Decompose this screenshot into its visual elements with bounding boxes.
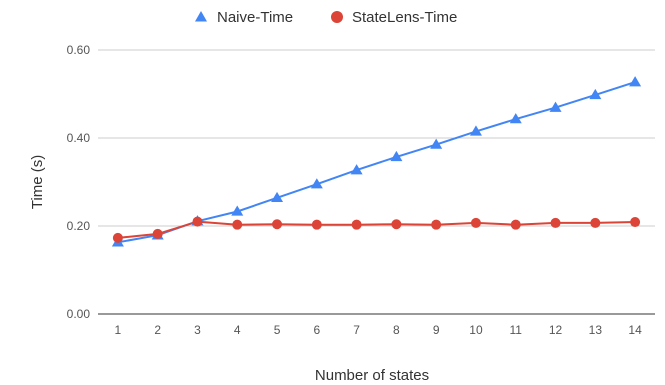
x-tick-label: 7	[353, 323, 360, 337]
series-line-statelens-time	[117, 220, 636, 239]
data-point-statelens-time	[630, 217, 641, 228]
data-point-naive-time	[271, 191, 284, 203]
x-tick-label: 3	[194, 323, 201, 337]
data-point-statelens-time	[391, 219, 402, 230]
data-point-naive-time	[549, 101, 562, 112]
data-point-statelens-time	[590, 217, 601, 228]
data-point-statelens-time	[431, 219, 442, 230]
series-lines	[117, 81, 636, 244]
y-tick-label: 0.60	[67, 43, 91, 57]
x-tick-label: 11	[510, 323, 523, 337]
data-point-statelens-time	[510, 219, 521, 230]
y-tick-label: 0.20	[67, 219, 91, 233]
data-point-statelens-time	[192, 216, 203, 227]
x-tick-labels: 1 2 3 4 5 6 7 8 9 10 11 12 13 14	[115, 323, 643, 337]
data-point-naive-time	[430, 138, 443, 149]
legend-label-naive-time: Naive-Time	[217, 9, 293, 26]
x-tick-label: 6	[313, 323, 320, 337]
x-tick-label: 8	[393, 323, 400, 337]
legend: Naive-Time StateLens-Time	[195, 9, 457, 26]
data-point-naive-time	[310, 178, 323, 189]
data-point-statelens-time	[232, 219, 243, 230]
data-point-statelens-time	[152, 228, 163, 239]
x-tick-label: 4	[234, 323, 241, 337]
data-point-statelens-time	[351, 219, 362, 230]
x-tick-label: 2	[154, 323, 161, 337]
data-point-naive-time	[589, 88, 602, 100]
data-point-statelens-time	[470, 217, 481, 228]
x-tick-label: 13	[589, 323, 603, 337]
data-point-naive-time	[629, 76, 642, 87]
data-point-naive-time	[469, 125, 482, 136]
x-tick-label: 14	[628, 323, 642, 337]
x-axis-title: Number of states	[315, 367, 429, 384]
data-point-naive-time	[509, 113, 522, 124]
x-tick-label: 1	[115, 323, 122, 337]
data-point-naive-time	[231, 205, 244, 216]
data-point-statelens-time	[272, 219, 283, 230]
x-tick-label: 5	[274, 323, 281, 337]
series-markers	[111, 76, 642, 247]
y-axis-title: Time (s)	[29, 155, 46, 209]
y-tick-label: 0.00	[67, 307, 91, 321]
data-point-naive-time	[390, 150, 403, 162]
gridlines	[98, 49, 655, 315]
data-point-naive-time	[350, 164, 363, 175]
x-tick-label: 10	[469, 323, 483, 337]
data-point-statelens-time	[112, 232, 123, 243]
legend-label-statelens-time: StateLens-Time	[352, 9, 457, 26]
x-tick-label: 12	[549, 323, 563, 337]
legend-marker-naive-time	[195, 11, 207, 22]
data-point-statelens-time	[311, 219, 322, 230]
series-line-naive-time	[117, 81, 636, 244]
x-tick-label: 9	[433, 323, 440, 337]
y-tick-labels: 0.00 0.20 0.40 0.60	[67, 43, 91, 321]
data-point-statelens-time	[550, 217, 561, 228]
legend-marker-statelens-time	[331, 11, 343, 23]
y-tick-label: 0.40	[67, 131, 91, 145]
